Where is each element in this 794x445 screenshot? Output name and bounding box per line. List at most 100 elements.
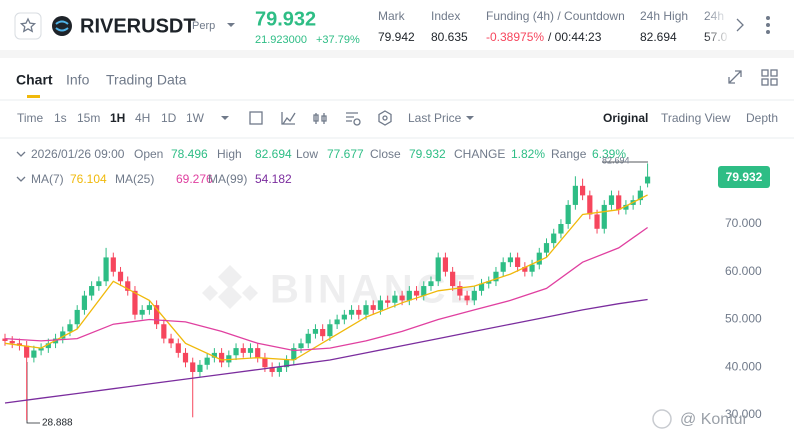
candle-body [406, 290, 412, 301]
change-abs: 21.923000 [255, 34, 307, 46]
candle-body [247, 348, 254, 353]
candle-body [601, 204, 607, 229]
info-label: CHANGE [454, 147, 505, 161]
scroll-right[interactable] [736, 18, 744, 32]
candle-body [558, 224, 564, 234]
watermark: BINANCE [202, 265, 476, 312]
y-tick-label: 40.000 [725, 359, 762, 373]
view-option[interactable]: Depth [746, 111, 778, 125]
candle-body [421, 286, 427, 296]
candle-body [67, 324, 73, 332]
candle-body [587, 195, 593, 215]
interval[interactable]: 15m [77, 111, 100, 125]
interval-bar: Time 1s 15m 1H 4H 1D 1W [17, 111, 205, 125]
candle-body [132, 290, 138, 315]
candle-body [493, 271, 499, 282]
candle-body [457, 286, 463, 296]
more-icon[interactable] [766, 16, 770, 34]
info-value: 1.82% [511, 147, 545, 161]
favorite-button[interactable] [14, 12, 42, 40]
candle-body [190, 362, 196, 372]
candle-body [38, 348, 44, 351]
stat-label: 24h High [640, 9, 688, 23]
candle-body [464, 295, 470, 301]
stat-value: / 00:44:23 [548, 30, 602, 44]
candle-body [146, 305, 152, 310]
price-tag [718, 166, 770, 188]
candle-body [276, 367, 282, 372]
candle-body [385, 300, 391, 303]
candle-body [442, 257, 449, 272]
interval[interactable]: 4H [135, 111, 150, 125]
ma-value: 54.182 [255, 172, 292, 186]
candle-body [283, 360, 290, 368]
stat-value: 82.694 [640, 30, 677, 44]
info-value: 82.694 [255, 147, 292, 161]
badge: Perp [192, 20, 215, 32]
interval[interactable]: 1s [54, 111, 67, 125]
y-tick-label: 50.000 [725, 312, 762, 326]
tab[interactable]: Trading Data [106, 72, 187, 88]
collapse-icon[interactable] [16, 176, 26, 182]
candle-body [96, 281, 102, 287]
interval[interactable]: 1W [186, 111, 205, 125]
symbol: RIVERUSDT [80, 15, 196, 37]
candle-body [31, 350, 37, 358]
interval[interactable]: 1H [110, 111, 125, 125]
candle-body [522, 266, 528, 272]
candle-body [551, 233, 557, 244]
candle-body [125, 281, 131, 291]
candle-body [608, 195, 615, 205]
view-option[interactable]: Original [603, 111, 648, 125]
candle-body [413, 290, 420, 296]
symbol-dropdown[interactable] [227, 23, 235, 27]
stat-label: Mark [378, 9, 406, 23]
fullscreen-icon[interactable] [728, 70, 742, 84]
candle-body [233, 348, 239, 356]
coin-logo-mark [55, 20, 69, 32]
candle-body [204, 357, 210, 365]
tool-icons[interactable] [249, 110, 392, 126]
y-tick-label: 60.000 [725, 264, 762, 278]
tab[interactable]: Info [66, 72, 90, 88]
collapse-icon[interactable] [16, 151, 26, 157]
candle-body [60, 331, 66, 339]
candle-body [2, 338, 8, 341]
info-value: 77.677 [327, 147, 364, 161]
candle-body [450, 271, 456, 287]
candle-body [81, 295, 88, 310]
candle-body [399, 295, 405, 301]
candle-body [507, 257, 513, 263]
candle-body [363, 305, 369, 315]
candle-body [529, 264, 535, 272]
candle-body [327, 324, 333, 337]
price-type-dropdown[interactable] [466, 116, 474, 120]
candle-body [168, 338, 174, 344]
high-annotation: 82.694 [602, 155, 630, 165]
layout-icon[interactable] [761, 69, 778, 86]
candle-body [89, 286, 95, 296]
candle-body [291, 348, 297, 361]
price-type[interactable]: Last Price [408, 111, 462, 125]
fade [704, 0, 730, 50]
candle-body [471, 290, 477, 301]
credit-text: @ Kontur [680, 411, 749, 428]
interval-dropdown[interactable] [221, 116, 229, 120]
tab[interactable]: Chart [16, 72, 53, 88]
candle-body [320, 329, 326, 337]
candle-body [341, 314, 347, 320]
interval[interactable]: 1D [161, 111, 177, 125]
view-option[interactable]: Trading View [661, 111, 731, 125]
low-annotation: 28.888 [42, 418, 73, 429]
candle-body [370, 305, 376, 310]
info-label: Close [370, 147, 401, 161]
candle-body [428, 281, 434, 287]
ma-name: MA(25) [115, 172, 154, 186]
candle-body [154, 305, 160, 325]
candle-body [312, 329, 319, 334]
separator [0, 50, 794, 58]
y-tick-label: 70.000 [725, 216, 762, 230]
candle-body [644, 176, 651, 184]
price-tag-text: 79.932 [726, 170, 763, 184]
